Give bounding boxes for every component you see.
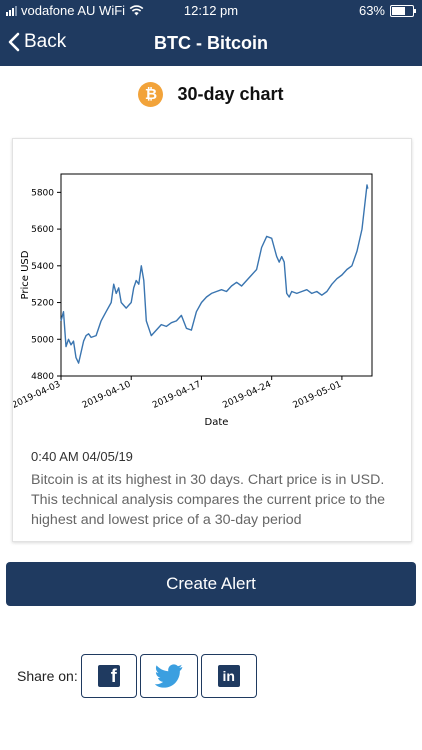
status-left: vodafone AU WiFi — [6, 3, 144, 18]
x-tick-label: 2019-05-01 — [292, 380, 344, 411]
signal-icon — [6, 5, 17, 16]
battery-percent: 63% — [358, 3, 385, 18]
battery-icon — [390, 4, 416, 17]
plot-frame — [60, 173, 373, 377]
price-chart: 4800 5000 5200 5400 5600 5800 2019-04-03 2019-0… — [13, 173, 373, 428]
share-bar: Share on: f in — [17, 654, 257, 698]
chart-info: 0:40 AM 04/05/19 Bitcoin is at its highe… — [31, 449, 401, 530]
facebook-icon: f — [97, 665, 120, 687]
status-right: 63% — [358, 3, 416, 18]
y-tick-label: 5400 — [31, 262, 54, 272]
bitcoin-icon: ₿ — [138, 82, 164, 107]
chart-heading: ₿ 30-day chart — [0, 82, 422, 107]
status-time: 12:12 pm — [183, 3, 239, 18]
status-bar: vodafone AU WiFi 12:12 pm 63% — [0, 0, 422, 22]
y-tick-label: 5000 — [31, 335, 54, 345]
chart-timestamp: 0:40 AM 04/05/19 — [31, 449, 133, 464]
price-series-line — [60, 184, 369, 364]
chart-description: Bitcoin is at its highest in 30 days. Ch… — [31, 472, 386, 528]
y-axis-label: Price USD — [20, 250, 31, 299]
chart-card: 4800 5000 5200 5400 5600 5800 2019-04-03 2019-0… — [12, 138, 412, 542]
chevron-left-icon — [8, 32, 20, 52]
x-axis-label: Date — [205, 417, 229, 428]
y-tick-label: 5600 — [31, 225, 54, 235]
x-tick-label: 2019-04-24 — [221, 380, 273, 411]
linkedin-icon: in — [217, 665, 240, 687]
carrier-label: vodafone AU WiFi — [21, 3, 126, 18]
share-facebook-button[interactable]: f — [80, 654, 137, 698]
x-tick-label: 2019-04-10 — [81, 380, 133, 411]
share-label: Share on: — [17, 668, 78, 684]
x-tick-label: 2019-04-03 — [13, 380, 62, 411]
nav-bar: Back BTC - Bitcoin — [0, 22, 422, 66]
y-tick-label: 5200 — [31, 299, 54, 309]
back-label: Back — [24, 31, 67, 52]
y-tick-label: 5800 — [31, 188, 54, 198]
page-title: BTC - Bitcoin — [154, 33, 268, 53]
back-button[interactable]: Back — [8, 31, 66, 53]
x-tick-label: 2019-04-17 — [151, 380, 203, 411]
create-alert-button[interactable]: Create Alert — [6, 562, 416, 606]
wifi-icon — [129, 5, 144, 16]
y-tick-label: 4800 — [31, 372, 54, 382]
twitter-icon — [154, 664, 183, 688]
chart-heading-title: 30-day chart — [177, 84, 284, 104]
share-linkedin-button[interactable]: in — [200, 654, 257, 698]
share-twitter-button[interactable] — [139, 654, 198, 698]
